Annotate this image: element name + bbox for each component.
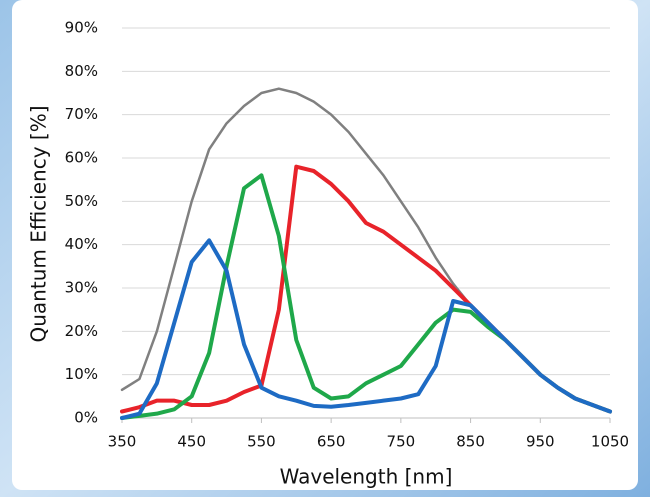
y-tick-label: 70% <box>65 105 98 123</box>
series-line <box>120 238 612 420</box>
y-tick-label: 0% <box>74 409 98 427</box>
y-axis-title: Quantum Efficiency [%] <box>27 105 51 342</box>
y-tick-label: 50% <box>65 192 98 210</box>
y-tick-label: 40% <box>65 235 98 253</box>
y-tick-label: 90% <box>65 19 98 37</box>
y-tick-label: 20% <box>65 322 98 340</box>
x-tick-label: 450 <box>177 433 206 451</box>
x-tick-label: 1050 <box>591 433 629 451</box>
x-tick-label: 350 <box>108 433 137 451</box>
x-tick-label: 650 <box>317 433 346 451</box>
y-tick-label: 80% <box>65 62 98 80</box>
x-tick-label: 950 <box>526 433 555 451</box>
x-tick-label: 850 <box>456 433 485 451</box>
x-axis-title: Wavelength [nm] <box>280 465 453 489</box>
x-tick-label: 550 <box>247 433 276 451</box>
x-tick-label: 750 <box>387 433 416 451</box>
y-tick-label: 30% <box>65 279 98 297</box>
y-tick-label: 10% <box>65 365 98 383</box>
y-tick-label: 60% <box>65 149 98 167</box>
